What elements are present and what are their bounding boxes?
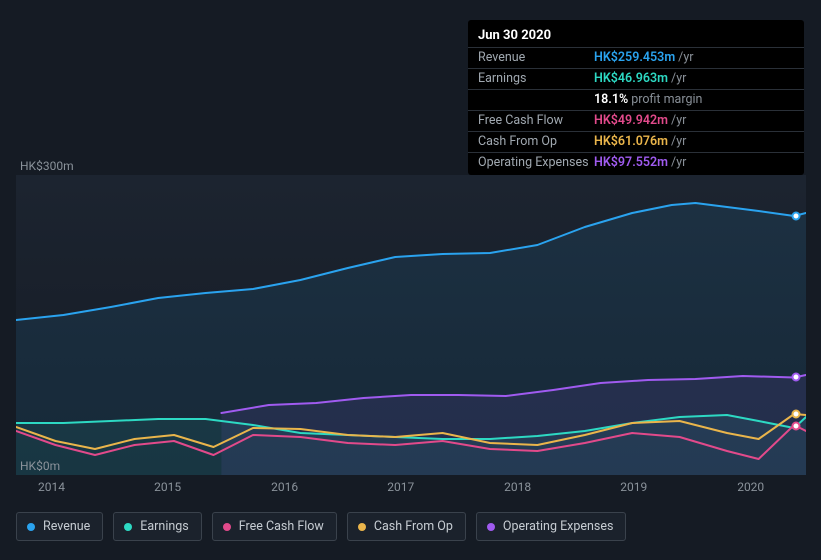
legend-item-free-cash-flow[interactable]: Free Cash Flow: [212, 512, 337, 541]
x-axis-tick: 2016: [271, 480, 298, 494]
tooltip-row-suffix: /yr: [671, 155, 686, 171]
tooltip-row: Free Cash FlowHK$49.942m/yr: [468, 110, 804, 131]
series-marker: [791, 410, 800, 419]
legend-item-label: Earnings: [140, 519, 188, 534]
series-marker: [791, 421, 800, 430]
tooltip-row-value: HK$46.963m: [594, 71, 668, 87]
legend-swatch: [358, 523, 366, 531]
chart-svg: [16, 175, 806, 475]
legend-swatch: [487, 523, 495, 531]
y-axis-label: HK$300m: [20, 159, 74, 173]
legend-swatch: [27, 523, 35, 531]
x-axis-tick: 2019: [620, 480, 647, 494]
legend-swatch: [124, 523, 132, 531]
tooltip-row-value: HK$49.942m: [594, 113, 668, 129]
tooltip-title: Jun 30 2020: [468, 24, 804, 47]
tooltip-row-label: Operating Expenses: [478, 155, 594, 171]
tooltip-row: EarningsHK$46.963m/yr: [468, 68, 804, 89]
y-axis-label: HK$0m: [20, 459, 60, 473]
x-axis-tick: 2020: [737, 480, 764, 494]
tooltip-row: Cash From OpHK$61.076m/yr: [468, 131, 804, 152]
legend-item-revenue[interactable]: Revenue: [16, 512, 103, 541]
x-axis-tick: 2017: [387, 480, 414, 494]
tooltip-row-label: Earnings: [478, 71, 594, 87]
tooltip-row-suffix: /yr: [671, 113, 686, 129]
x-axis-tick: 2018: [504, 480, 531, 494]
legend-item-label: Revenue: [43, 519, 90, 534]
legend-item-operating-expenses[interactable]: Operating Expenses: [476, 512, 627, 541]
tooltip-row-label: Free Cash Flow: [478, 113, 594, 129]
legend-item-label: Operating Expenses: [503, 519, 614, 534]
tooltip-row-label: Cash From Op: [478, 134, 594, 150]
tooltip-row: RevenueHK$259.453m/yr: [468, 47, 804, 68]
chart-legend: Revenue Earnings Free Cash Flow Cash From O…: [16, 512, 626, 541]
series-marker: [791, 211, 800, 220]
tooltip-row-value: HK$259.453m: [594, 50, 675, 66]
chart-plot-area[interactable]: [16, 175, 806, 475]
tooltip-row-suffix: /yr: [671, 134, 686, 150]
x-axis-tick: 2014: [38, 480, 65, 494]
x-axis-tick: 2015: [154, 480, 181, 494]
legend-item-label: Free Cash Flow: [239, 519, 324, 534]
series-marker: [791, 373, 800, 382]
legend-item-earnings[interactable]: Earnings: [113, 512, 201, 541]
legend-item-label: Cash From Op: [374, 519, 453, 534]
tooltip-row-value: 18.1%: [594, 92, 628, 108]
tooltip-row-suffix: /yr: [671, 71, 686, 87]
tooltip-row-label: [478, 92, 594, 108]
x-axis: 2014 2015 2016 2017 2018 2019 2020: [16, 480, 806, 498]
legend-item-cash-from-op[interactable]: Cash From Op: [347, 512, 466, 541]
tooltip-row-label: Revenue: [478, 50, 594, 66]
tooltip-row-suffix: /yr: [678, 50, 693, 66]
tooltip-row: 18.1%profit margin: [468, 89, 804, 110]
tooltip-row: Operating ExpensesHK$97.552m/yr: [468, 152, 804, 173]
tooltip-row-value: HK$61.076m: [594, 134, 668, 150]
legend-swatch: [223, 523, 231, 531]
tooltip-row-suffix: profit margin: [631, 92, 702, 108]
chart-tooltip: Jun 30 2020 RevenueHK$259.453m/yrEarning…: [468, 20, 804, 175]
tooltip-row-value: HK$97.552m: [594, 155, 668, 171]
